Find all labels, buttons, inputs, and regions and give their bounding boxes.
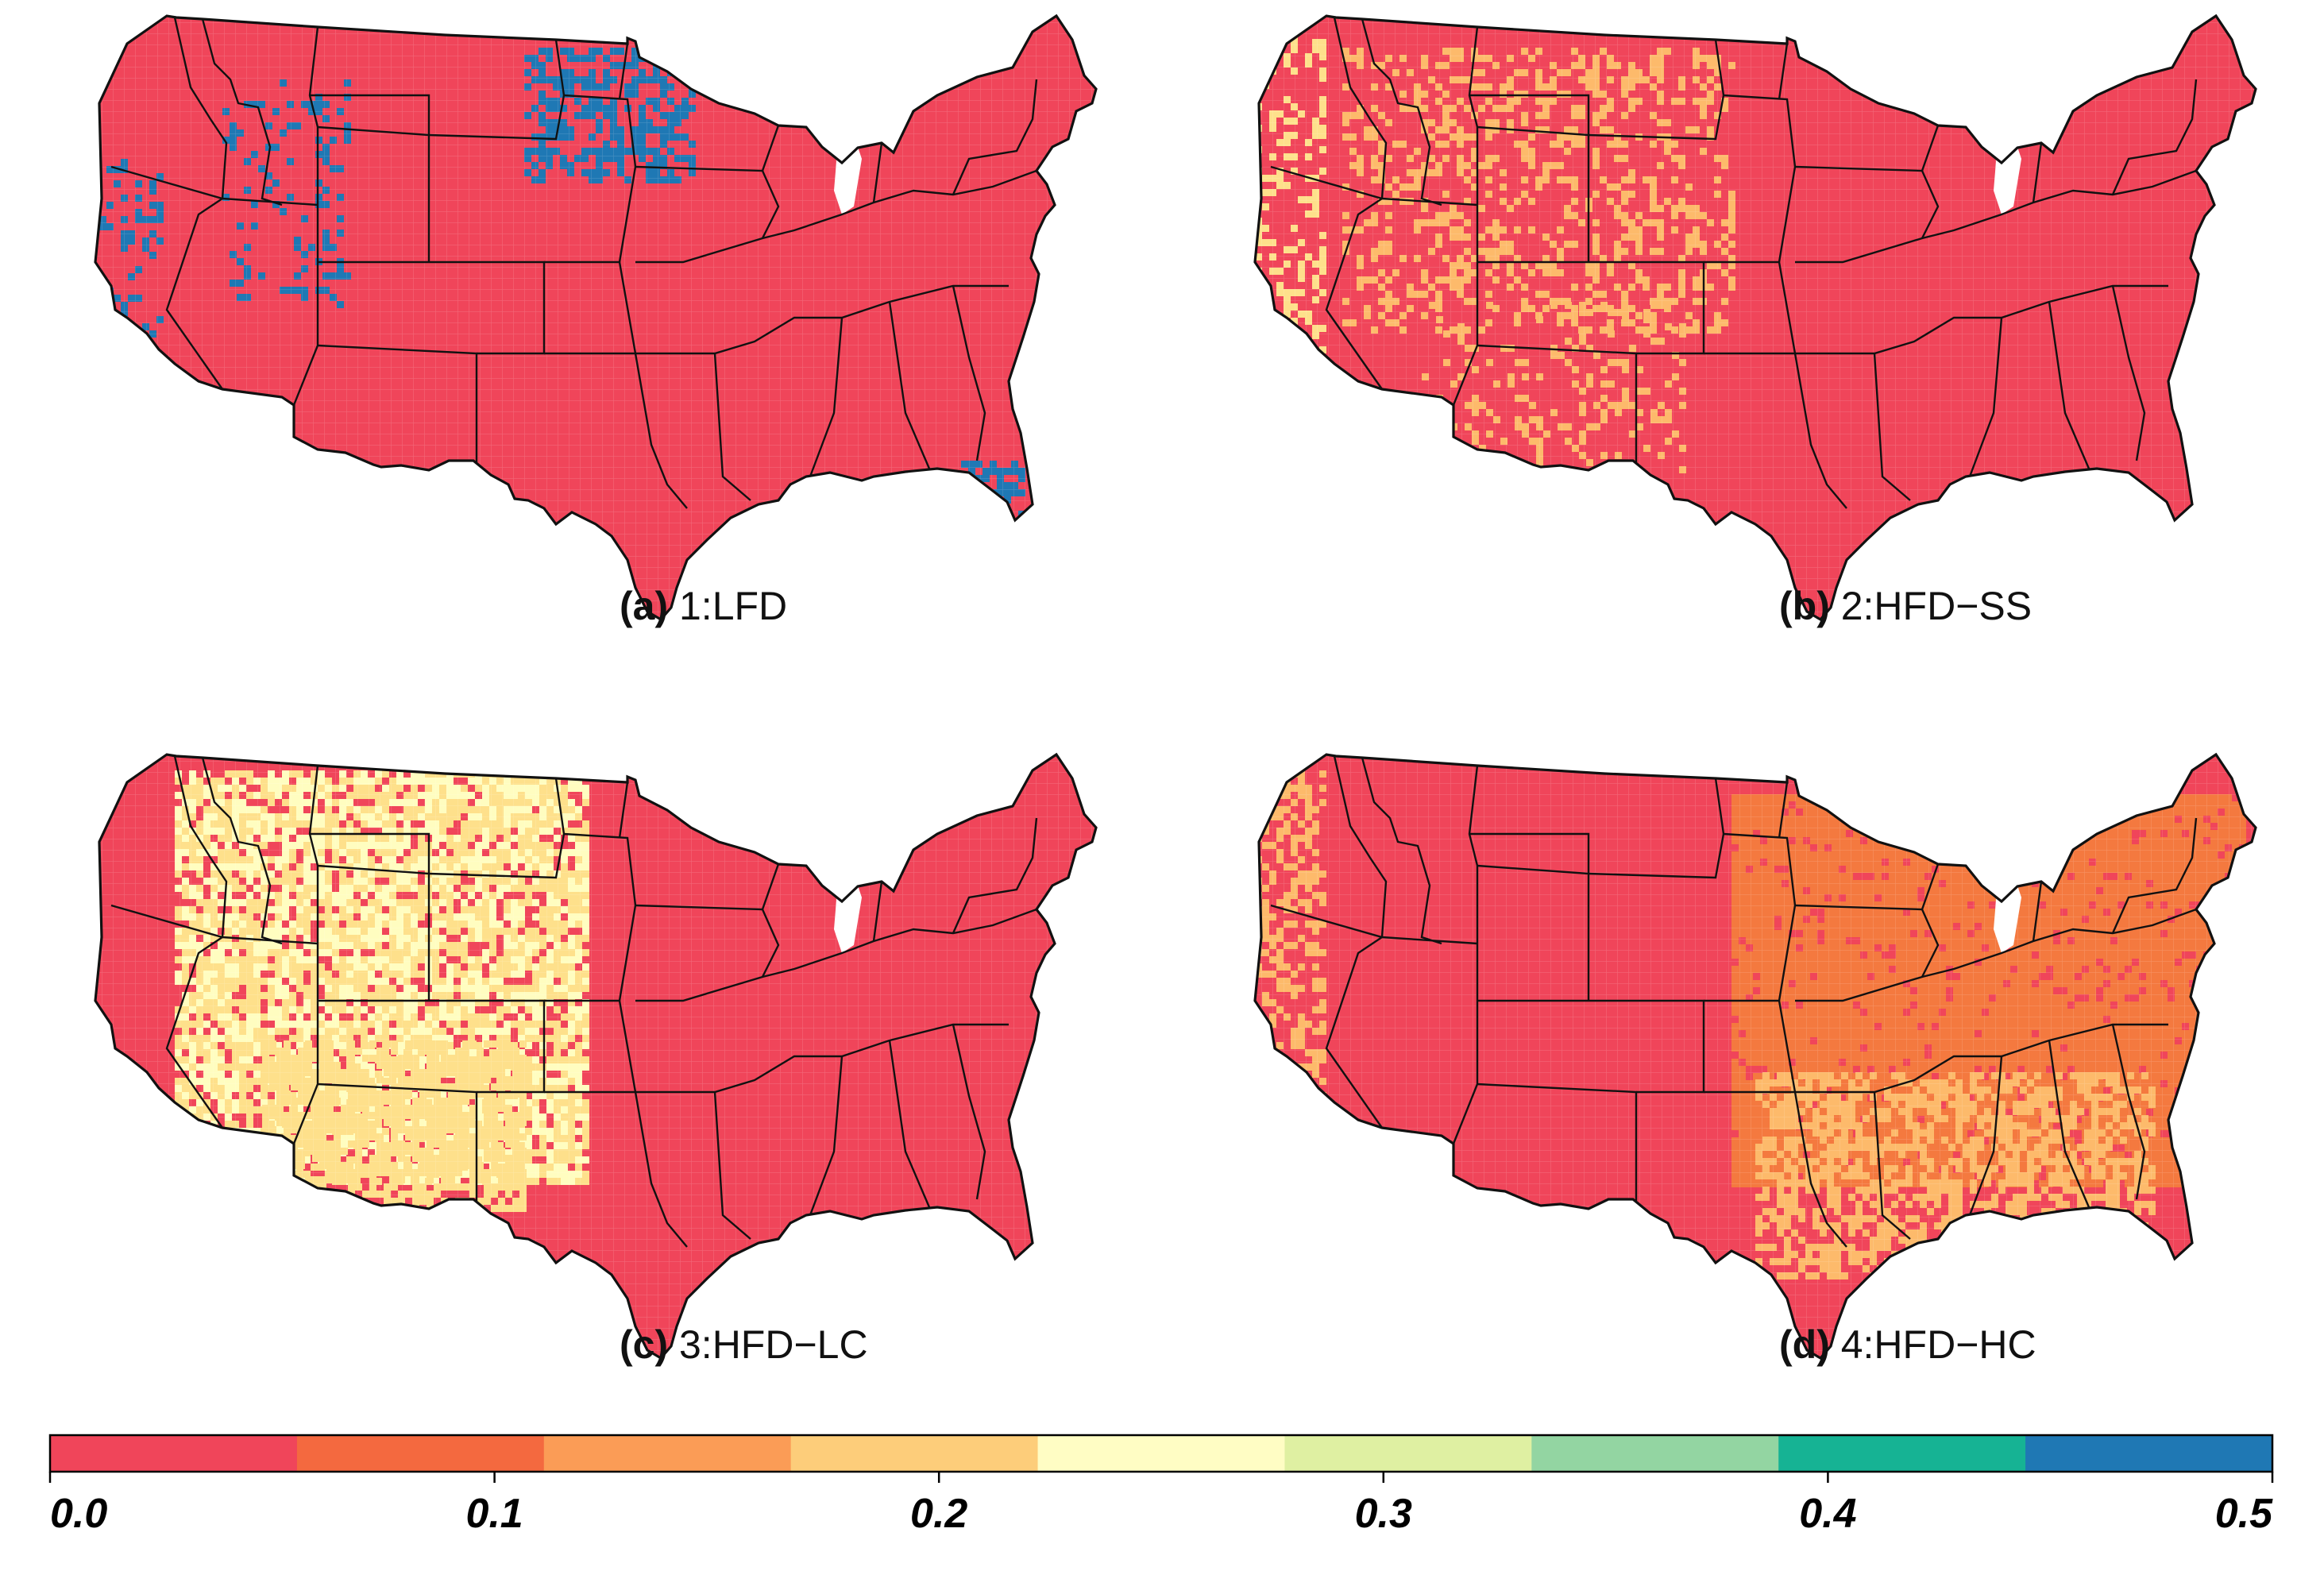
panel-tag: (b) — [1779, 584, 1830, 628]
map-fill — [1255, 755, 2256, 1358]
lake-superior — [1922, 99, 1986, 121]
lake-superior — [762, 838, 826, 859]
panel-tag: (a) — [620, 584, 668, 628]
map-panel-3: (c) 3:HFD−LC — [94, 752, 1098, 1367]
colorbar-segment — [1037, 1435, 1285, 1472]
panel-title: 4:HFD−HC — [1830, 1322, 2036, 1367]
colorbar-segments — [50, 1435, 2273, 1472]
map-panel-2: (b) 2:HFD−SS — [1253, 14, 2257, 628]
colorbar-frame — [48, 1434, 2274, 1473]
country-outline — [1253, 14, 2257, 622]
colorbar-segment — [50, 1435, 298, 1472]
colorbar-tick-label: 0.0 — [50, 1491, 107, 1537]
panel-label: (a) 1:LFD — [620, 584, 787, 628]
lake-superior — [1922, 838, 1986, 859]
panel-title: 3:HFD−LC — [668, 1322, 867, 1367]
panel-title: 2:HFD−SS — [1830, 584, 2032, 628]
colorbar-segment — [1778, 1435, 2026, 1472]
country-outline — [1253, 752, 2257, 1360]
panel-label: (c) 3:HFD−LC — [620, 1322, 868, 1367]
colorbar-tick-label: 0.5 — [2215, 1491, 2273, 1537]
colorbar-tick-label: 0.2 — [910, 1491, 967, 1537]
colorbar-segment — [2025, 1435, 2273, 1472]
map-panel-1: (a) 1:LFD — [94, 14, 1098, 628]
colorbar-ticks: 0.0 0.1 0.2 0.3 0.4 0.5 — [48, 1472, 2274, 1537]
state-borders — [1270, 17, 2198, 509]
panel-tag: (c) — [620, 1322, 668, 1367]
colorbar: 0.0 0.1 0.2 0.3 0.4 0.5 — [48, 1434, 2274, 1537]
colorbar-tick-label: 0.4 — [1799, 1491, 1856, 1537]
map-fill — [1255, 16, 2256, 619]
colorbar-segment — [1284, 1435, 1532, 1472]
colorbar-segment — [790, 1435, 1039, 1472]
panel-label: (b) 2:HFD−SS — [1779, 584, 2032, 628]
map-fill — [95, 16, 1096, 619]
panel-label: (d) 4:HFD−HC — [1779, 1322, 2036, 1367]
state-borders — [1270, 755, 2198, 1248]
map-panels: (a) 1:LFD (b) 2:HFD−SS (c) 3:HFD−LC (d) 4:H… — [94, 14, 2257, 1367]
panel-tag: (d) — [1779, 1322, 1830, 1367]
state-borders — [110, 17, 1038, 509]
map-panel-4: (d) 4:HFD−HC — [1253, 752, 2257, 1367]
colorbar-segment — [543, 1435, 792, 1472]
state-borders — [110, 755, 1038, 1248]
colorbar-tick-label: 0.3 — [1355, 1491, 1412, 1537]
country-outline — [94, 752, 1098, 1360]
lake-superior — [762, 99, 826, 121]
colorbar-segment — [1531, 1435, 1779, 1472]
country-outline — [94, 14, 1098, 622]
colorbar-tick-label: 0.1 — [465, 1491, 523, 1537]
colorbar-segment — [296, 1435, 545, 1472]
map-fill — [95, 755, 1096, 1358]
panel-title: 1:LFD — [668, 584, 787, 628]
